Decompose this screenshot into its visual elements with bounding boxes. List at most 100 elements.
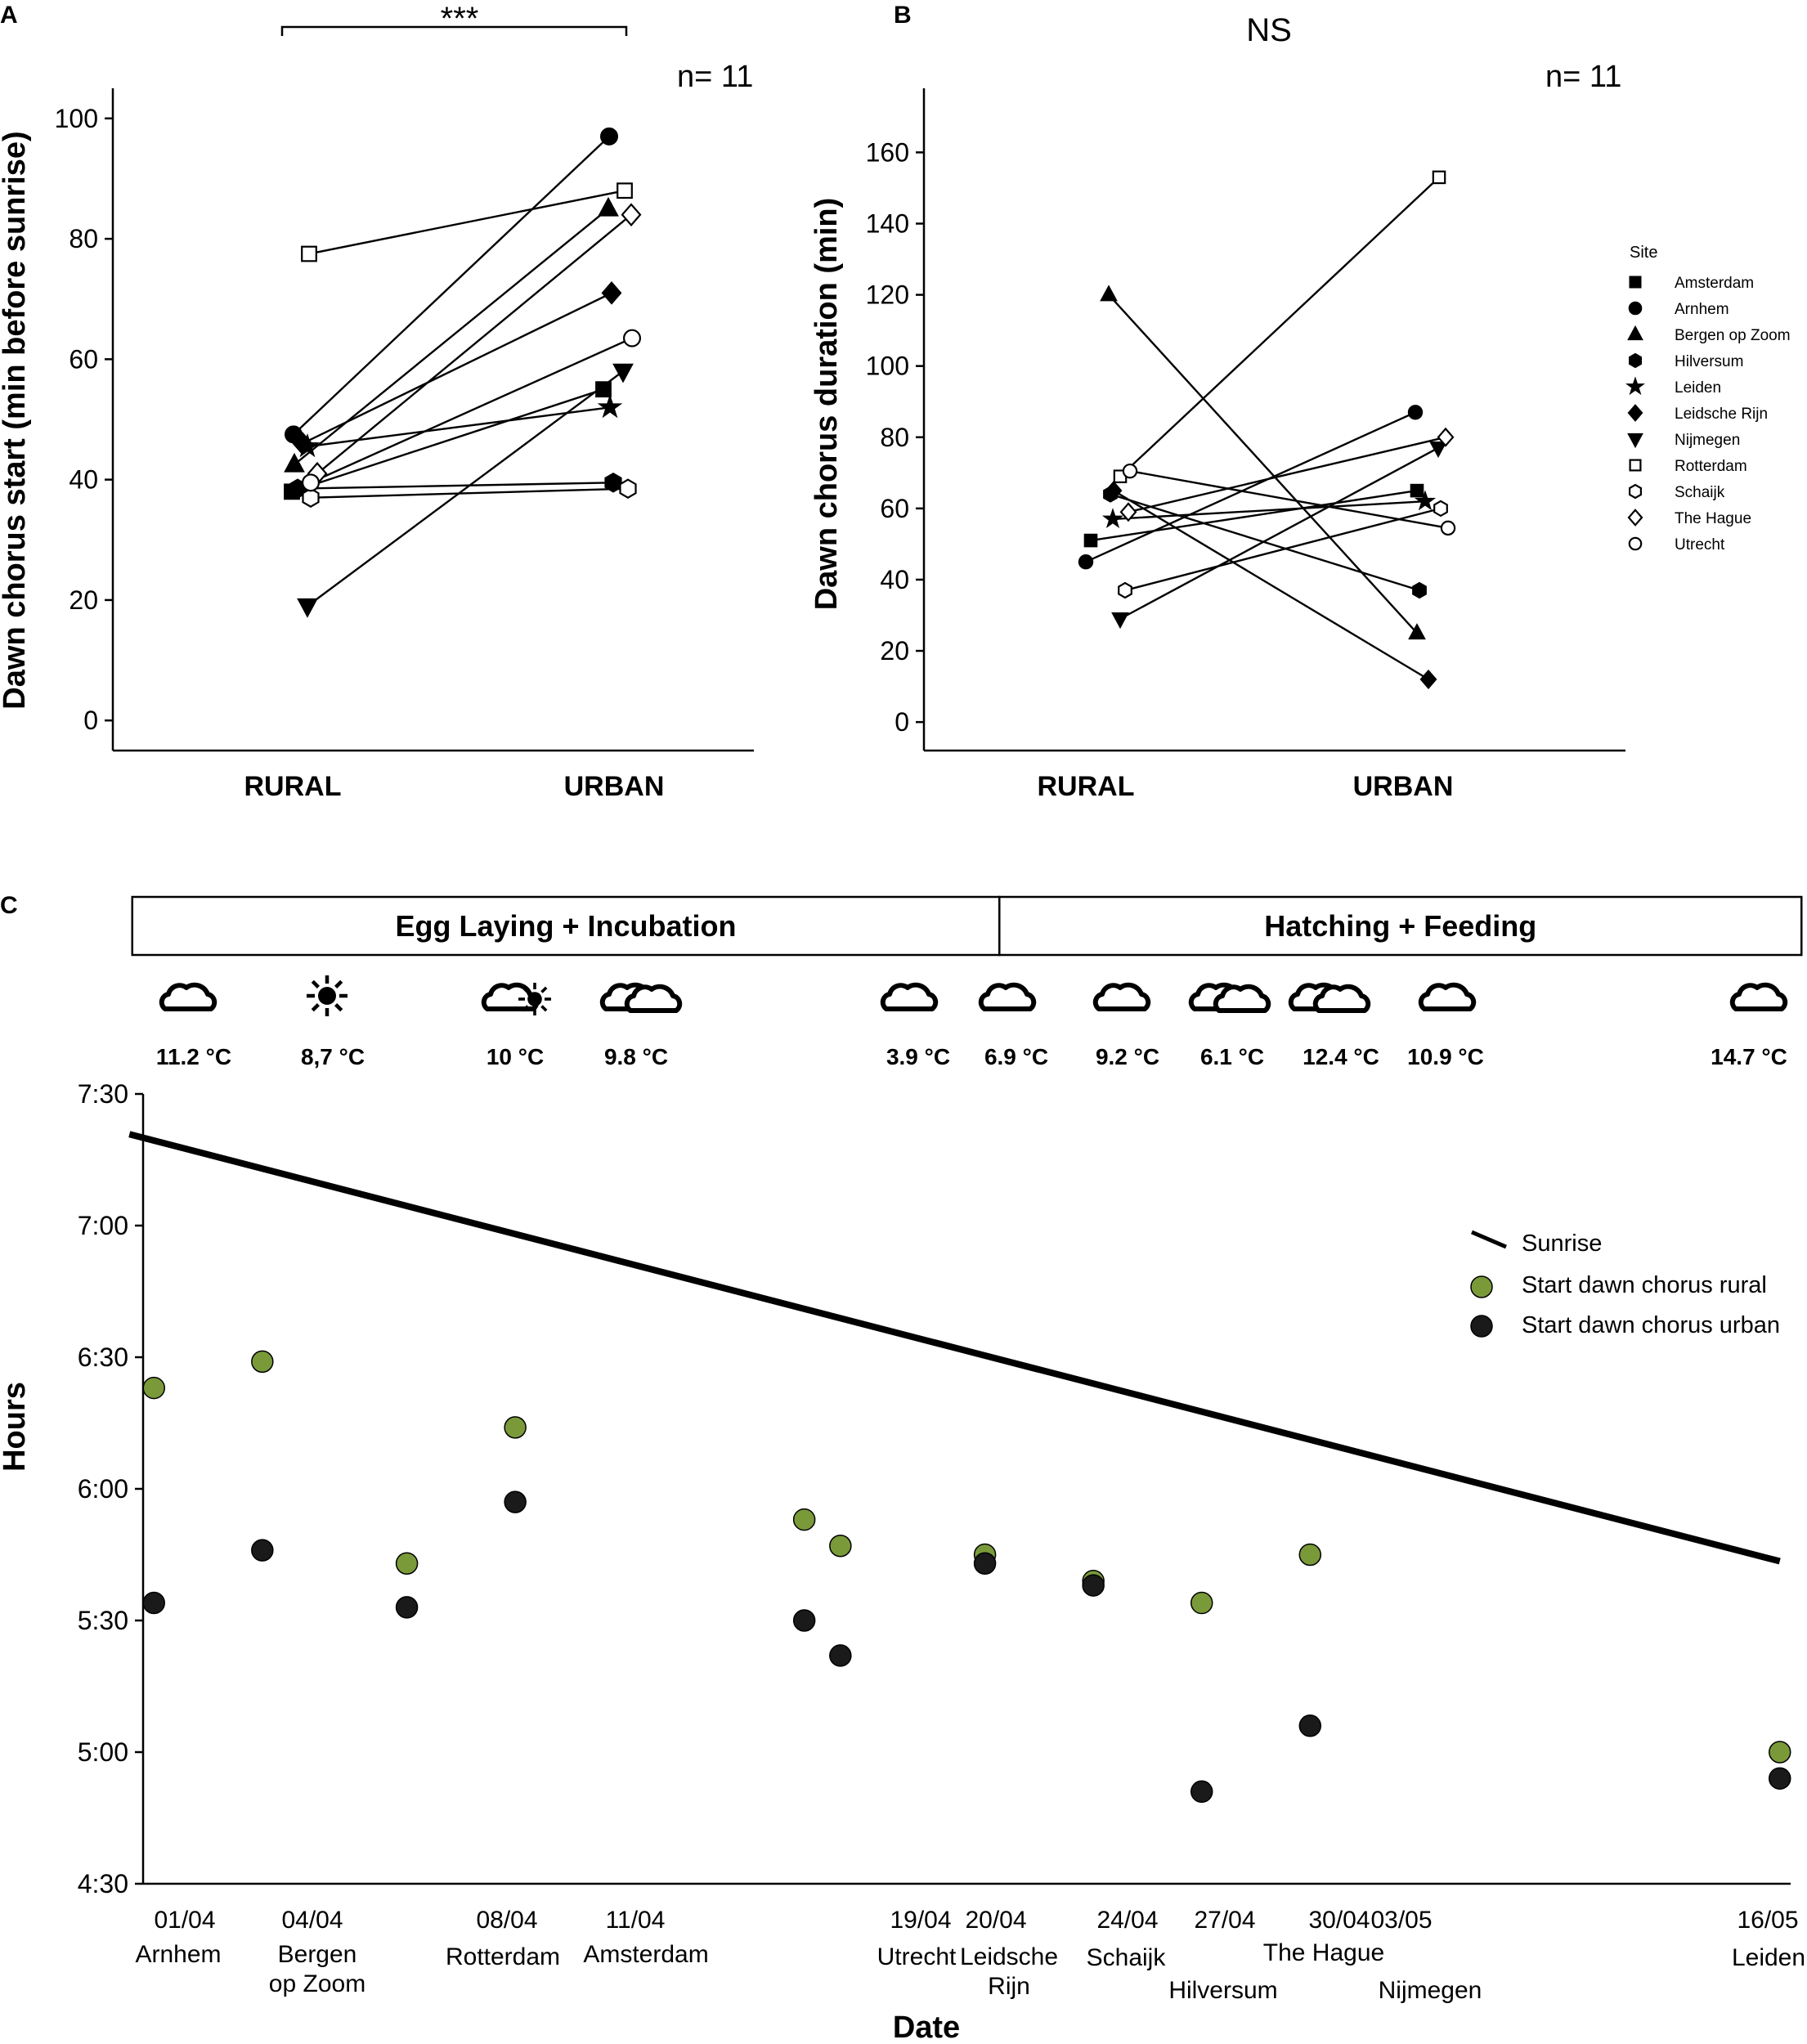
a-marker-utrecht-rural bbox=[302, 473, 321, 492]
a-line-amsterdam bbox=[291, 388, 604, 493]
significance-label: *** bbox=[441, 1, 479, 37]
a-marker-bergen-op-zoom-urban bbox=[598, 196, 619, 217]
b-line-utrecht bbox=[1129, 469, 1449, 530]
c-date-label: 08/04 bbox=[476, 1907, 537, 1934]
b-marker-schaijk-rural bbox=[1118, 581, 1132, 599]
a-line-rotterdam bbox=[308, 190, 626, 255]
urban-point-24-04 bbox=[973, 1552, 997, 1575]
panel-b-y-label: Dawn chorus duration (min) bbox=[809, 198, 844, 611]
b-line-schaijk bbox=[1124, 507, 1442, 592]
weather-cloud-icon bbox=[162, 985, 214, 1009]
a-y-tick-label: 80 bbox=[69, 224, 98, 253]
site-legend-label-nijmegen: Nijmegen bbox=[1675, 432, 1740, 449]
panel-b-title: NS bbox=[1246, 12, 1292, 48]
a-y-tick-label: 60 bbox=[69, 344, 98, 374]
site-legend-marker-leidsche-rijn bbox=[1627, 404, 1643, 422]
b-marker-the-hague-rural bbox=[1119, 502, 1137, 522]
weather-row: 11.2 °C 8,7 °C 10 °C 9.8 °C 3.9 °C 6.9 °C 9.2 … bbox=[156, 975, 1787, 1069]
b-y-tick-label: 20 bbox=[880, 636, 909, 666]
weather-cloud-icon bbox=[1096, 985, 1148, 1009]
temperature-label: 3.9 °C bbox=[886, 1044, 950, 1069]
a-line-the-hague bbox=[316, 213, 632, 475]
b-marker-rotterdam-urban bbox=[1432, 170, 1446, 185]
c-site-label: Schaijk bbox=[1087, 1944, 1167, 1971]
panel-b-series-lines bbox=[1085, 176, 1449, 680]
weather-sun-icon bbox=[307, 975, 348, 1016]
weather-cloud-icon bbox=[981, 985, 1034, 1009]
a-line-schaijk bbox=[310, 487, 629, 499]
legend-sunrise-swatch bbox=[1471, 1230, 1507, 1249]
legend-urban-swatch bbox=[1470, 1315, 1493, 1338]
c-y-tick-label: 7:00 bbox=[78, 1211, 128, 1240]
a-line-hilversum bbox=[297, 482, 614, 490]
b-line-arnhem bbox=[1085, 411, 1416, 563]
b-marker-leiden-urban bbox=[1414, 490, 1437, 511]
c-date-label: 24/04 bbox=[1096, 1907, 1158, 1934]
b-line-the-hague bbox=[1128, 436, 1446, 513]
weather-clouds2-icon bbox=[603, 985, 679, 1011]
weather-clouds2-icon bbox=[1291, 985, 1368, 1011]
a-marker-hilversum-urban bbox=[604, 473, 622, 493]
site-legend-label-amsterdam: Amsterdam bbox=[1675, 275, 1754, 292]
panel-b-n-annotation: n= 11 bbox=[1545, 60, 1621, 94]
site-legend-label-rotterdam: Rotterdam bbox=[1675, 458, 1747, 475]
c-date-label: 20/04 bbox=[965, 1907, 1026, 1934]
weather-cloud-icon bbox=[883, 985, 935, 1009]
a-line-arnhem bbox=[293, 136, 610, 436]
a-y-tick-label: 0 bbox=[83, 706, 98, 735]
c-y-tick-label: 4:30 bbox=[78, 1869, 128, 1898]
a-marker-bergen-op-zoom-rural bbox=[284, 452, 305, 473]
rural-point-03-05 bbox=[1298, 1543, 1322, 1567]
urban-point-08-04 bbox=[395, 1596, 419, 1619]
b-y-tick-label: 60 bbox=[880, 494, 909, 523]
urban-point-16-05 bbox=[1768, 1767, 1791, 1790]
site-legend-marker-leiden bbox=[1625, 376, 1645, 396]
site-legend-marker-utrecht bbox=[1628, 536, 1643, 551]
site-legend-marker-amsterdam bbox=[1629, 276, 1642, 289]
rural-point-16-05 bbox=[1768, 1741, 1791, 1764]
b-marker-leidsche-rijn-urban bbox=[1419, 669, 1437, 689]
b-marker-the-hague-urban bbox=[1437, 427, 1455, 447]
site-legend-title: Site bbox=[1630, 244, 1657, 262]
b-line-leiden bbox=[1112, 500, 1426, 521]
panel-b: Dawn chorus duration (min) NS n= 11 RURA… bbox=[809, 12, 1791, 802]
b-y-tick-label: 140 bbox=[866, 208, 909, 238]
c-y-tick-label: 5:30 bbox=[78, 1606, 128, 1635]
b-line-nijmegen bbox=[1119, 446, 1439, 620]
b-y-tick-label: 0 bbox=[895, 707, 909, 737]
site-legend-label-arnhem: Arnhem bbox=[1675, 301, 1729, 318]
phase-box-egg-laying-incubation bbox=[131, 895, 1001, 957]
weather-cloud-icon bbox=[1733, 985, 1785, 1009]
c-site-label: Leidsche Rijn bbox=[960, 1943, 1058, 2000]
site-legend-marker-rotterdam bbox=[1629, 459, 1642, 472]
b-line-bergen-op-zoom bbox=[1108, 294, 1418, 634]
b-y-tick-label: 120 bbox=[866, 280, 909, 310]
panel-c-y-label: Hours bbox=[0, 1382, 32, 1472]
urban-point-27-04 bbox=[1082, 1574, 1105, 1597]
site-legend-marker-nijmegen bbox=[1627, 433, 1643, 449]
b-line-rotterdam bbox=[1119, 176, 1440, 477]
panel-a-markers bbox=[284, 127, 642, 618]
a-marker-arnhem-urban bbox=[599, 127, 618, 146]
c-site-label: Nijmegen bbox=[1379, 1977, 1482, 2004]
b-marker-schaijk-urban bbox=[1433, 500, 1448, 518]
site-legend-label-utrecht: Utrecht bbox=[1675, 536, 1725, 554]
a-line-leiden bbox=[307, 406, 611, 448]
panel-b-markers bbox=[1078, 170, 1456, 689]
rural-point-01-04 bbox=[142, 1376, 166, 1400]
c-date-label: 30/04 bbox=[1308, 1907, 1370, 1934]
panel-c-legend: Sunrise Start dawn chorus rural Start da… bbox=[1470, 1230, 1780, 1338]
temperature-label: 8,7 °C bbox=[301, 1044, 365, 1069]
site-legend: Site Amsterdam Arnhem Bergen op Zoom Hilver… bbox=[1625, 244, 1791, 554]
temperature-label: 6.1 °C bbox=[1200, 1044, 1264, 1069]
c-site-label: Amsterdam bbox=[583, 1941, 708, 1968]
phase-label-egg-laying-incubation: Egg Laying + Incubation bbox=[395, 909, 736, 943]
c-site-label: Rotterdam bbox=[446, 1943, 560, 1970]
c-date-label: 03/05 bbox=[1370, 1907, 1432, 1934]
a-y-tick-label: 40 bbox=[69, 465, 98, 495]
temperature-label: 10.9 °C bbox=[1407, 1044, 1484, 1069]
rural-point-11-04 bbox=[504, 1416, 527, 1439]
b-y-tick-label: 40 bbox=[880, 565, 909, 594]
panel-a-y-label: Dawn chorus start (min before sunrise) bbox=[0, 131, 32, 709]
